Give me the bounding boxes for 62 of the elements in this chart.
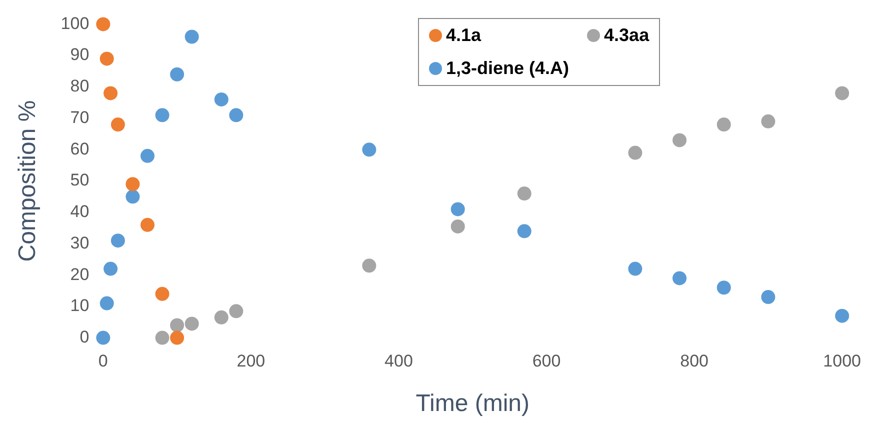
- point: [184, 316, 199, 331]
- point: [155, 330, 170, 345]
- y-tick-label: 40: [70, 202, 90, 222]
- point: [672, 133, 687, 148]
- point: [104, 262, 118, 276]
- point: [517, 186, 532, 201]
- point: [100, 296, 114, 310]
- legend-label: 4.1a: [446, 25, 482, 46]
- y-tick-label: 20: [70, 264, 90, 284]
- point: [628, 146, 642, 160]
- point: [362, 142, 376, 157]
- x-tick-label: 600: [532, 352, 561, 371]
- x-tick-label: 800: [680, 352, 708, 371]
- point: [126, 190, 140, 204]
- point: [110, 234, 125, 248]
- point: [716, 118, 731, 132]
- point: [214, 310, 228, 324]
- point: [110, 118, 125, 132]
- point: [716, 280, 731, 295]
- x-tick-label: 1000: [823, 352, 862, 371]
- point: [835, 86, 850, 100]
- point: [155, 108, 170, 122]
- y-tick-label: 80: [70, 76, 90, 96]
- legend-label: 1,3-diene (4.A): [446, 58, 570, 79]
- point: [104, 86, 118, 100]
- y-tick-label: 70: [70, 108, 90, 127]
- legend-label: 4.3aa: [604, 25, 650, 46]
- point: [761, 290, 776, 304]
- y-tick-label: 10: [70, 296, 90, 316]
- point: [214, 92, 228, 106]
- y-tick-label: 90: [70, 45, 90, 64]
- point: [170, 318, 184, 332]
- point: [96, 17, 110, 32]
- point: [835, 308, 850, 323]
- point: [170, 67, 184, 82]
- y-axis-title: Composition %: [14, 100, 42, 262]
- x-tick-label: 0: [98, 352, 108, 371]
- point: [140, 218, 154, 232]
- point: [229, 108, 244, 122]
- point: [761, 114, 776, 128]
- point: [628, 262, 642, 276]
- point: [170, 330, 184, 345]
- point: [100, 52, 114, 66]
- y-tick-label: 50: [70, 170, 90, 190]
- point: [155, 286, 170, 301]
- y-tick-label: 100: [60, 14, 90, 33]
- point: [362, 258, 376, 273]
- x-axis-title: Time (min): [416, 390, 530, 418]
- point: [450, 202, 465, 216]
- y-tick-label: 30: [70, 233, 90, 252]
- point: [672, 271, 687, 286]
- point: [517, 224, 532, 238]
- point: [450, 219, 465, 234]
- point: [140, 148, 154, 163]
- point: [229, 304, 244, 318]
- point: [126, 177, 140, 192]
- y-tick-label: 60: [70, 139, 90, 158]
- x-tick-label: 200: [236, 352, 266, 371]
- point: [96, 330, 110, 345]
- y-tick-label: 0: [80, 327, 90, 346]
- x-tick-label: 400: [384, 352, 413, 371]
- point: [184, 30, 199, 44]
